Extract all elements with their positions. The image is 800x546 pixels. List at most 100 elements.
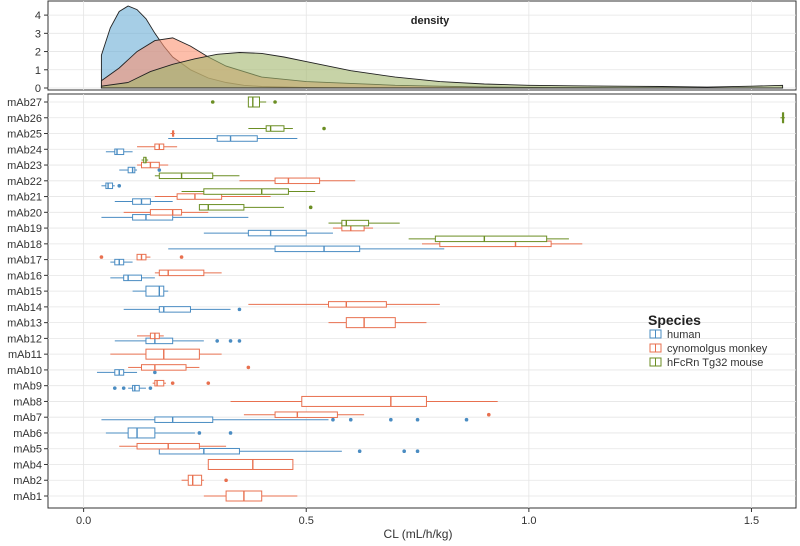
box-mAb7-human xyxy=(101,416,469,423)
box-mAb20-hfcrn-tg32-mouse xyxy=(198,204,313,211)
box-mAb26-hfcrn-tg32-mouse xyxy=(780,112,785,124)
category-label: mAb16 xyxy=(7,270,42,282)
box-body xyxy=(149,209,183,216)
outlier-point xyxy=(308,205,313,210)
outlier-point xyxy=(121,386,126,390)
category-label: mAb14 xyxy=(7,302,42,314)
category-label: mAb27 xyxy=(7,97,42,109)
density-y-axis: 0 1 2 3 4 xyxy=(35,10,48,95)
outlier-point xyxy=(210,100,215,104)
outlier-point xyxy=(246,365,251,370)
box-mAb24-human xyxy=(105,148,133,156)
box-mAb23-cynomolgus-monkey xyxy=(137,161,169,169)
box-mAb17-human xyxy=(110,258,133,266)
box-mAb19-cynomolgus-monkey xyxy=(332,224,374,232)
outlier-point xyxy=(331,417,335,422)
x-axis-title: CL (mL/h/kg) xyxy=(384,527,453,541)
box-body xyxy=(154,416,214,423)
box-body xyxy=(154,379,165,387)
category-label: mAb11 xyxy=(8,349,42,361)
outlier-point xyxy=(215,339,219,343)
box-mAb18-hfcrn-tg32-mouse xyxy=(408,235,569,243)
box-body xyxy=(176,193,223,200)
x-tick-label: 1.0 xyxy=(521,515,536,527)
outlier-point xyxy=(157,168,162,172)
category-label: mAb13 xyxy=(7,318,42,330)
category-label: mAb26 xyxy=(7,113,42,125)
category-label: mAb12 xyxy=(7,333,42,345)
box-mAb22-cynomolgus-monkey xyxy=(239,177,356,185)
box-mAb25-hfcrn-tg32-mouse xyxy=(248,125,326,132)
box-mAb22-hfcrn-tg32-mouse xyxy=(154,172,240,180)
box-body xyxy=(114,148,125,156)
boxplot-x-axis: 0.0 0.5 1.0 1.5 xyxy=(76,508,759,527)
box-body xyxy=(434,235,548,243)
box-body xyxy=(158,269,205,277)
box-mAb16-human xyxy=(110,274,155,282)
legend-item-human: human xyxy=(649,329,701,341)
boxplot-marks xyxy=(96,96,785,502)
outlier-point xyxy=(117,184,122,188)
box-mAb6-human xyxy=(105,427,233,439)
box-mAb5-cynomolgus-monkey xyxy=(119,442,227,450)
box-body xyxy=(274,245,361,253)
box-mAb12-human xyxy=(114,337,242,345)
category-label: mAb24 xyxy=(7,144,42,156)
density-panel: 0 1 2 3 4 density xyxy=(35,0,797,95)
box-mAb25-cynomolgus-monkey xyxy=(170,130,175,137)
legend: Species human cynomolgus monkey hFcRn Tg32… xyxy=(648,312,768,369)
box-mAb4-cynomolgus-monkey xyxy=(207,458,294,470)
box-body xyxy=(187,474,203,486)
category-label: mAb6 xyxy=(13,428,42,440)
category-label: mAb15 xyxy=(7,286,42,298)
box-body xyxy=(301,395,427,407)
box-body xyxy=(127,427,156,439)
outlier-point xyxy=(224,478,228,483)
box-mAb14-human xyxy=(123,306,242,313)
category-label: mAb25 xyxy=(7,129,42,141)
box-mAb12-cynomolgus-monkey xyxy=(137,332,164,340)
box-body xyxy=(216,135,258,142)
legend-label: human xyxy=(667,329,701,341)
box-mAb24-cynomolgus-monkey xyxy=(137,143,178,151)
box-body xyxy=(141,364,187,371)
category-label: mAb17 xyxy=(7,255,42,267)
boxplot-panel-border xyxy=(47,93,797,509)
outlier-point xyxy=(486,412,491,417)
legend-item-hfcrn-tg32-mouse: hFcRn Tg32 mouse xyxy=(649,357,763,369)
category-label: mAb18 xyxy=(7,239,42,251)
category-label: mAb22 xyxy=(7,176,42,188)
boxplot-y-axis: mAb1 mAb2 mAb4 mAb5 mAb6 mAb7 mAb8 mAb9 mAb10 mAb… xyxy=(7,97,48,503)
box-body xyxy=(145,348,200,360)
density-y-tick-label: 4 xyxy=(35,10,41,22)
box-mAb18-human xyxy=(168,245,445,253)
box-body xyxy=(207,458,294,470)
legend-label: cynomolgus monkey xyxy=(667,343,768,355)
x-tick-label: 0.5 xyxy=(299,515,314,527)
box-mAb2-cynomolgus-monkey xyxy=(181,474,228,486)
outlier-point xyxy=(228,431,233,435)
box-mAb20-cynomolgus-monkey xyxy=(123,209,209,216)
box-body xyxy=(341,219,370,227)
box-mAb19-hfcrn-tg32-mouse xyxy=(328,219,400,227)
box-mAb16-cynomolgus-monkey xyxy=(154,269,222,277)
box-body xyxy=(247,229,307,237)
outlier-point xyxy=(99,255,104,259)
box-mAb8-cynomolgus-monkey xyxy=(230,395,498,407)
box-mAb23-hfcrn-tg32-mouse xyxy=(141,156,149,164)
outlier-point xyxy=(112,386,117,390)
outlier-point xyxy=(348,417,353,422)
category-label: mAb10 xyxy=(7,365,42,377)
outlier-point xyxy=(389,417,393,422)
density-y-tick-label: 0 xyxy=(35,83,41,95)
outlier-point xyxy=(273,100,277,104)
box-mAb15-human xyxy=(132,285,169,297)
category-label: mAb1 xyxy=(13,491,42,503)
box-body xyxy=(158,172,214,180)
outlier-point xyxy=(415,449,420,454)
category-label: mAb23 xyxy=(7,160,42,172)
box-mAb19-human xyxy=(203,229,333,237)
box-body xyxy=(132,384,140,392)
legend-entries: human cynomolgus monkey hFcRn Tg32 mouse xyxy=(649,329,768,369)
